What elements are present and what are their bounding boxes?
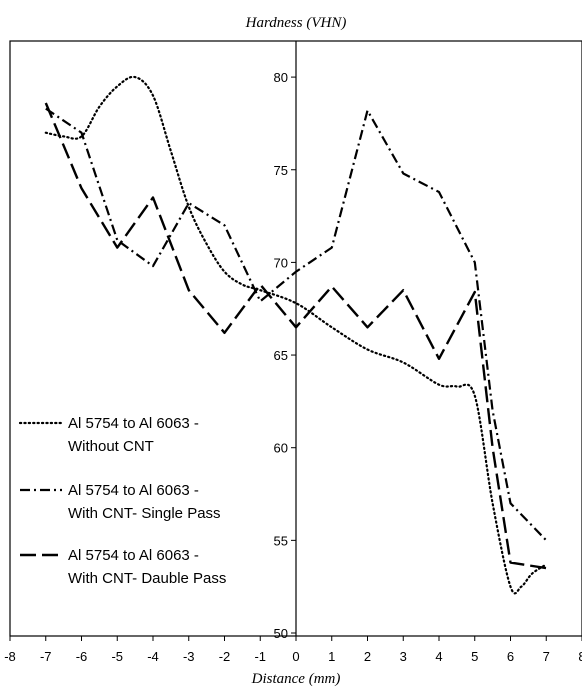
y-tick-label: 60 [274,441,288,456]
x-tick-label: -3 [183,649,195,664]
x-tick-label: 2 [364,649,371,664]
x-tick-label: -4 [147,649,159,664]
legend-entry-3: Al 5754 to Al 6063 - With CNT- Dauble Pas… [20,547,226,587]
x-axis-title: Distance (mm) [251,671,341,687]
x-tick-label: 3 [400,649,407,664]
x-tick-label: 5 [471,649,478,664]
x-tick-label: -2 [219,649,231,664]
y-tick-label: 75 [274,163,288,178]
x-tick-label: 4 [435,649,442,664]
x-tick-label: -7 [40,649,52,664]
y-tick-label: 80 [274,70,288,85]
y-tick-label: 55 [274,533,288,548]
chart-title: Hardness (VHN) [245,15,347,31]
x-tick-label: -5 [111,649,123,664]
legend-label: Al 5754 to Al 6063 - [68,415,199,432]
x-axis: -8 -7 -6 -5 -4 -3 -2 -1 0 1 2 3 4 5 6 7 8 [4,636,582,664]
x-tick-label: 0 [292,649,299,664]
legend-label: Without CNT [68,438,154,455]
y-axis: 50 55 60 65 70 75 80 [274,41,297,641]
x-tick-label: -1 [254,649,266,664]
x-tick-label: 6 [507,649,514,664]
legend-label: With CNT- Single Pass [68,505,221,522]
x-tick-label: 7 [543,649,550,664]
y-tick-label: 70 [274,255,288,270]
legend-label: With CNT- Dauble Pass [68,570,226,587]
series-lines [44,75,548,595]
legend-label: Al 5754 to Al 6063 - [68,547,199,564]
x-tick-label: 1 [328,649,335,664]
legend-entry-2: Al 5754 to Al 6063 - With CNT- Single Pas… [20,482,221,522]
series-line-3 [44,102,547,570]
x-tick-label: -6 [76,649,88,664]
y-tick-label: 50 [274,626,288,641]
x-tick-label: 8 [578,649,582,664]
legend-entry-1: Al 5754 to Al 6063 - Without CNT [18,415,199,455]
x-tick-label: -8 [4,649,16,664]
y-tick-label: 65 [274,348,288,363]
series-line-2 [45,107,548,542]
legend-label: Al 5754 to Al 6063 - [68,482,199,499]
